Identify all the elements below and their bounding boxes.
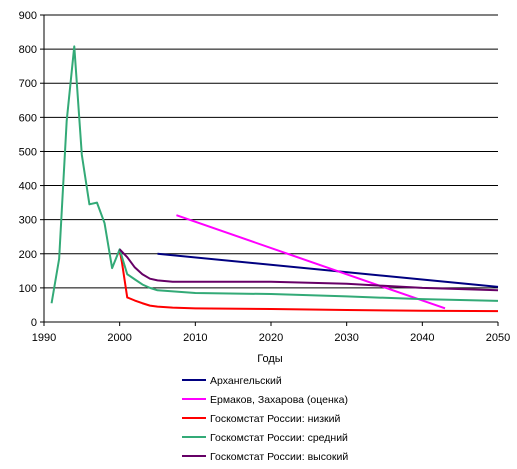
x-tick-label-2030: 2030: [334, 332, 358, 344]
x-tick-label-2020: 2020: [259, 332, 283, 344]
series-line-2: [176, 214, 446, 310]
y-tick-label-0: 0: [31, 317, 37, 329]
y-tick-label-900: 900: [19, 10, 37, 22]
y-tick-label-100: 100: [19, 283, 37, 295]
y-tick-label-200: 200: [19, 249, 37, 261]
legend-label-5: Госкомстат России: высокий: [210, 451, 348, 463]
y-tick-label-500: 500: [19, 146, 37, 158]
legend-label-4: Госкомстат России: средний: [210, 432, 348, 444]
y-tick-label-300: 300: [19, 215, 37, 227]
series-line-1: [157, 252, 499, 288]
y-tick-label-400: 400: [19, 181, 37, 193]
legend-label-3: Госкомстат России: низкий: [210, 413, 341, 425]
y-tick-label-600: 600: [19, 112, 37, 124]
x-tick-label-2000: 2000: [107, 332, 131, 344]
x-axis-title: Годы: [257, 353, 283, 365]
plot-area: 0 100 200 300 400 500 600 700 800 900 1990 2000 2010…: [19, 10, 511, 344]
series-line-5: [118, 248, 499, 292]
series-line-4: [50, 45, 499, 304]
x-tick-label-1990: 1990: [32, 332, 56, 344]
legend-label-2: Ермаков, Захарова (оценка): [210, 394, 348, 406]
x-tick-label-2040: 2040: [410, 332, 434, 344]
x-tick-label-2050: 2050: [486, 332, 510, 344]
x-tick-label-2010: 2010: [183, 332, 207, 344]
legend: Архангельский Ермаков, Захарова (оценка) Г…: [182, 375, 348, 463]
y-tick-label-800: 800: [19, 44, 37, 56]
y-tick-label-700: 700: [19, 78, 37, 90]
legend-label-1: Архангельский: [210, 375, 282, 387]
series-line-3: [118, 250, 499, 313]
